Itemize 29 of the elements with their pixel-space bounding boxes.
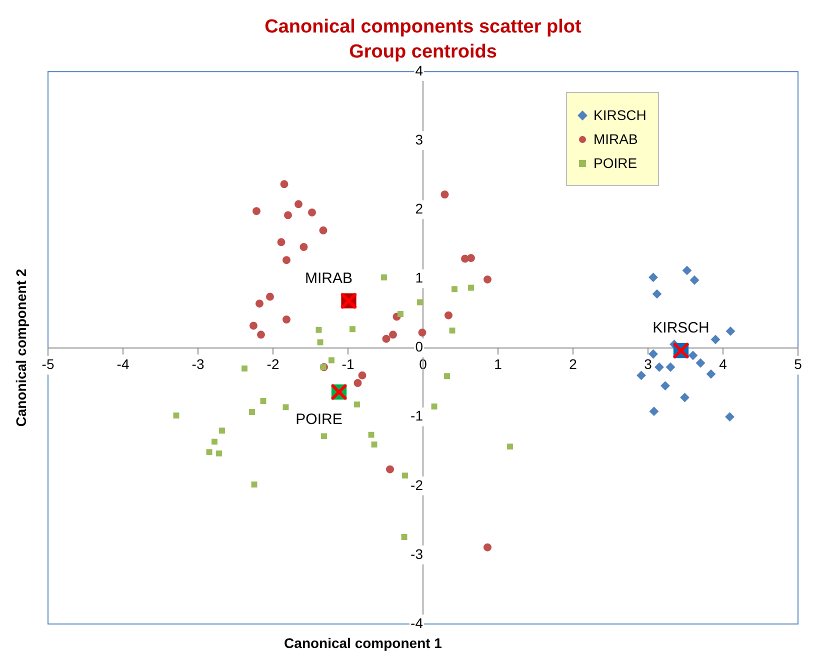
annotation: MIRAB [304, 270, 353, 287]
x-tick-label: -2 [266, 356, 280, 372]
x-tick-label: -3 [192, 356, 204, 372]
legend-label: KIRSCH [594, 106, 646, 123]
y-tick-label: 2 [415, 200, 424, 217]
y-tick-label: 1 [415, 270, 424, 286]
x-tick-label: 2 [569, 356, 578, 372]
legend-label: POIRE [594, 154, 638, 171]
x-tick-label: -4 [116, 356, 130, 372]
annotation: KIRSCH [652, 320, 710, 337]
legend-label: MIRAB [594, 130, 638, 147]
y-tick-label: 0 [415, 338, 424, 355]
y-axis-title: Canonical component 2 [13, 268, 29, 427]
x-tick-label: 4 [719, 356, 728, 372]
annotation: POIRE [296, 410, 342, 428]
x-tick-label: 1 [494, 356, 502, 372]
x-tick-label: 3 [644, 356, 652, 372]
x-tick-label: -5 [42, 356, 54, 372]
y-tick-label: -4 [410, 614, 424, 631]
y-tick-label: 4 [415, 62, 424, 78]
x-axis-title: Canonical component 1 [284, 635, 442, 651]
y-tick-label: -3 [410, 546, 424, 562]
y-tick-label: 3 [415, 132, 424, 148]
y-tick-label: -2 [410, 476, 424, 493]
x-tick-label: 5 [794, 356, 802, 372]
x-tick-label: -1 [342, 356, 354, 372]
y-tick-label: -1 [410, 408, 424, 424]
chart-subtitle: Group centroids [349, 41, 497, 62]
chart-title: Canonical components scatter plot [264, 16, 582, 38]
